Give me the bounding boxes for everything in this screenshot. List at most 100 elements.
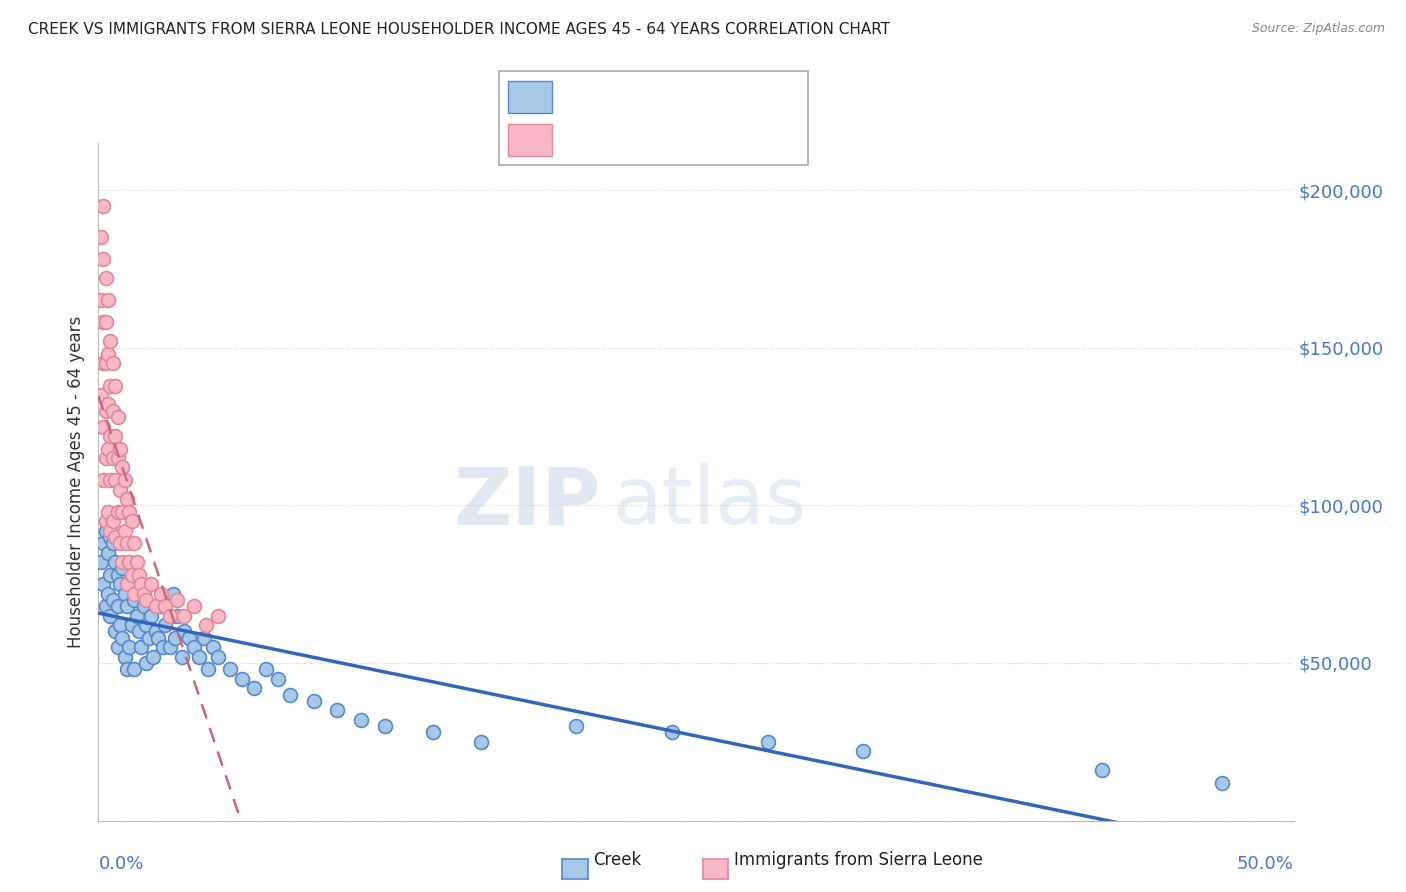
Point <box>97 397 120 411</box>
Point <box>115 491 138 506</box>
Point <box>98 530 122 544</box>
Point <box>108 442 131 456</box>
Point <box>98 429 122 443</box>
Point <box>114 473 136 487</box>
Point <box>90 293 112 308</box>
Point <box>149 599 172 614</box>
Point <box>107 640 129 655</box>
Text: Immigrants from Sierra Leone: Immigrants from Sierra Leone <box>734 851 983 869</box>
Point <box>152 640 174 655</box>
Point <box>756 735 779 749</box>
Text: 50.0%: 50.0% <box>1237 855 1294 872</box>
Point <box>94 271 117 285</box>
Point <box>145 624 167 639</box>
Point <box>111 460 134 475</box>
Point <box>183 599 205 614</box>
Point <box>107 450 129 465</box>
Text: 0.0%: 0.0% <box>98 855 143 872</box>
Point <box>94 450 117 465</box>
Point <box>115 577 138 591</box>
Text: N =: N = <box>695 130 725 148</box>
Point <box>118 640 141 655</box>
Point <box>101 593 124 607</box>
Point <box>98 567 122 582</box>
Point <box>104 378 127 392</box>
FancyBboxPatch shape <box>499 71 808 165</box>
Point <box>172 649 194 664</box>
Point <box>98 378 122 392</box>
Point <box>94 403 117 417</box>
Point <box>125 608 148 623</box>
Point <box>131 586 153 600</box>
Point <box>128 624 150 639</box>
Point <box>132 599 155 614</box>
Point <box>661 725 683 739</box>
Point <box>98 334 122 349</box>
Point <box>124 536 146 550</box>
Point <box>97 586 120 600</box>
Point <box>97 546 120 560</box>
Point <box>90 555 112 569</box>
Point <box>94 524 117 538</box>
Point <box>104 473 127 487</box>
Point <box>326 703 349 717</box>
Point <box>202 640 225 655</box>
Point <box>194 618 217 632</box>
Point <box>243 681 266 696</box>
Point <box>159 608 181 623</box>
Point <box>124 593 146 607</box>
Point <box>155 618 177 632</box>
Point <box>166 608 188 623</box>
Point <box>90 230 112 244</box>
FancyBboxPatch shape <box>509 81 551 112</box>
Point <box>111 561 134 575</box>
Point <box>149 586 172 600</box>
Point <box>107 567 129 582</box>
Point <box>101 403 124 417</box>
Point <box>852 744 875 758</box>
Point <box>115 536 138 550</box>
Point <box>94 315 117 329</box>
Text: Creek: Creek <box>593 851 641 869</box>
Point <box>98 524 122 538</box>
Point <box>97 505 120 519</box>
Point <box>162 586 184 600</box>
Point <box>121 567 143 582</box>
Point <box>139 577 162 591</box>
Text: atlas: atlas <box>612 463 807 541</box>
Point <box>104 555 127 569</box>
Point <box>139 608 162 623</box>
Point <box>278 688 301 702</box>
Point <box>118 505 141 519</box>
Text: -0.608: -0.608 <box>620 87 673 105</box>
Point <box>108 536 131 550</box>
Text: 0.011: 0.011 <box>620 130 668 148</box>
Point <box>101 450 124 465</box>
Point <box>131 640 153 655</box>
Point <box>91 252 114 267</box>
Point <box>115 662 138 676</box>
Point <box>104 429 127 443</box>
Point <box>101 356 124 370</box>
Point <box>91 536 114 550</box>
Point <box>179 631 201 645</box>
Point <box>173 608 195 623</box>
Point <box>98 473 122 487</box>
Point <box>422 725 444 739</box>
Point <box>148 631 170 645</box>
Point <box>118 577 141 591</box>
Point <box>187 649 209 664</box>
Point <box>94 599 117 614</box>
Point <box>91 577 114 591</box>
Point <box>125 555 148 569</box>
Point <box>91 315 114 329</box>
Text: N =: N = <box>695 87 725 105</box>
FancyBboxPatch shape <box>509 124 551 156</box>
Point <box>121 514 143 528</box>
Point <box>114 586 136 600</box>
Point <box>128 567 150 582</box>
Point <box>193 631 215 645</box>
Point <box>219 662 242 676</box>
Point <box>91 356 114 370</box>
Point <box>114 649 136 664</box>
